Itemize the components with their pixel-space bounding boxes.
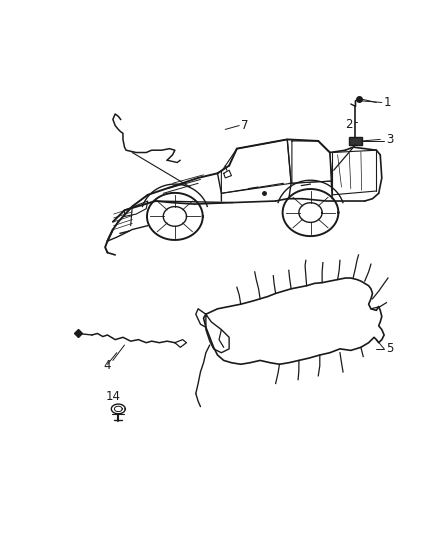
Text: 1: 1 [384,96,392,109]
Text: 7: 7 [241,119,248,132]
Text: 14: 14 [106,390,120,403]
Text: 4: 4 [104,359,111,372]
Bar [349,137,362,145]
Text: 3: 3 [386,133,394,146]
Text: 5: 5 [386,342,394,356]
Text: 2: 2 [346,117,353,131]
